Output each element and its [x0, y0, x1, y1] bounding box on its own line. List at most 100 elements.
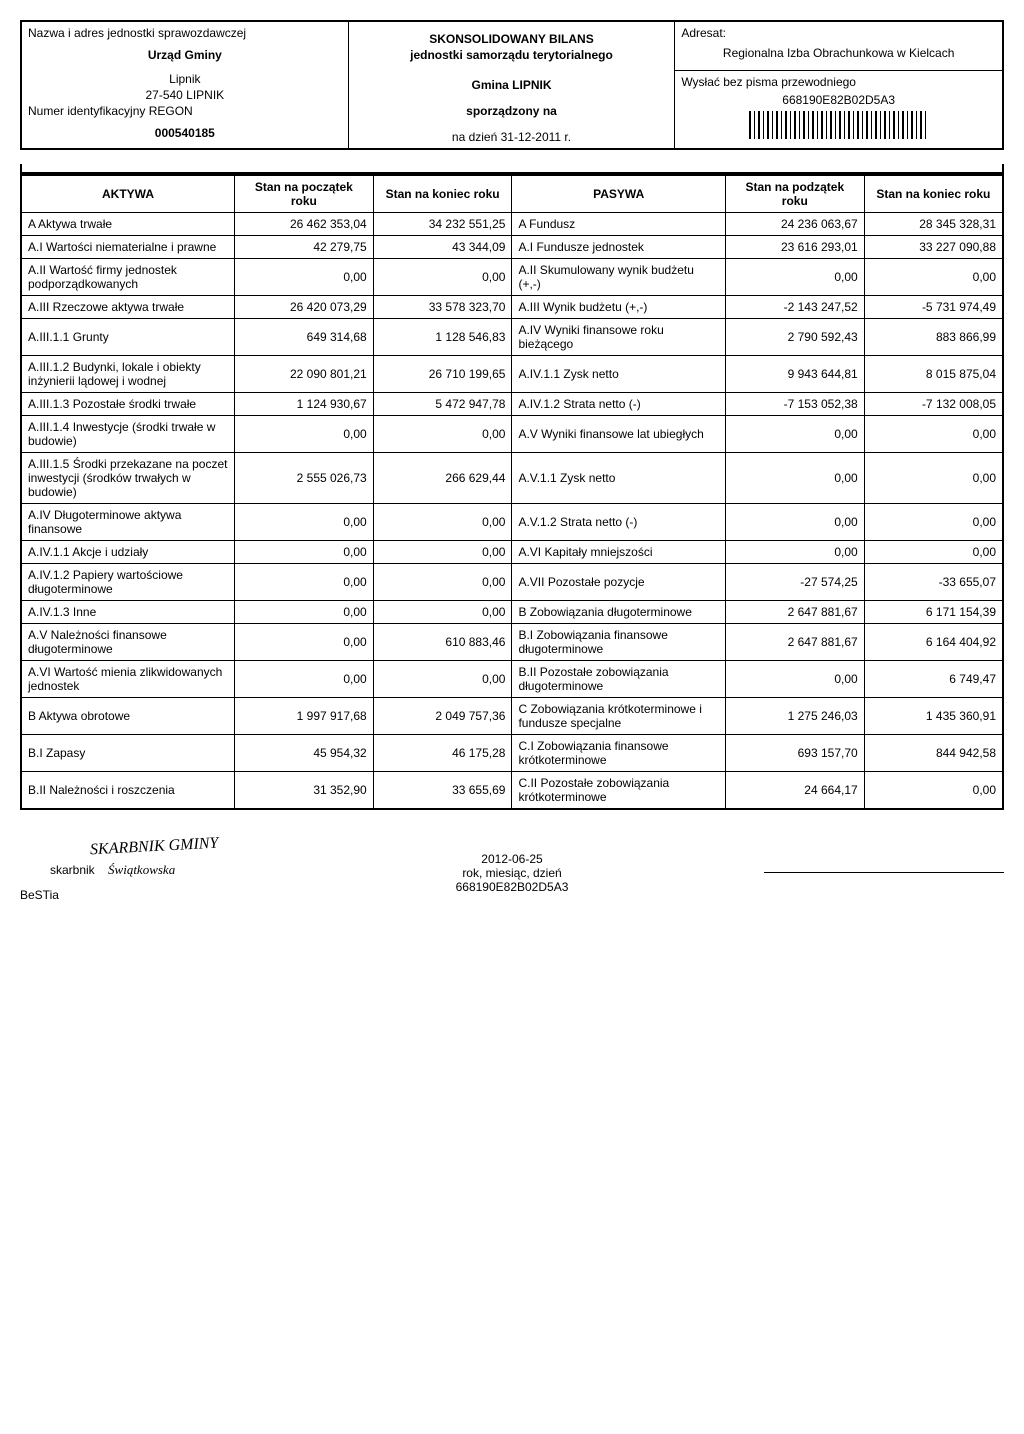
skarbnik-stamp: SKARBNIK GMINY [90, 835, 219, 860]
gmina: Gmina LIPNIK [355, 78, 669, 92]
cell-value: 2 790 592,43 [725, 319, 864, 356]
table-row: A.II Wartość firmy jednostek podporządko… [21, 259, 1003, 296]
cell-value: 0,00 [864, 504, 1003, 541]
cell-pasywa-label: A.I Fundusze jednostek [512, 236, 725, 259]
cell-value: 0,00 [725, 453, 864, 504]
cell-pasywa-label: A.V.1.2 Strata netto (-) [512, 504, 725, 541]
cell-value: 28 345 328,31 [864, 213, 1003, 236]
footer-code: 668190E82B02D5A3 [348, 880, 676, 894]
barcode-icon [749, 111, 929, 139]
cell-aktywa-label: A.IV.1.2 Papiery wartościowe długotermin… [21, 564, 234, 601]
report-header: Nazwa i adres jednostki sprawozdawczej U… [20, 20, 1004, 150]
table-row: B Aktywa obrotowe1 997 917,682 049 757,3… [21, 698, 1003, 735]
table-row: A.VI Wartość mienia zlikwidowanych jedno… [21, 661, 1003, 698]
header-right: Adresat: Regionalna Izba Obrachunkowa w … [675, 22, 1002, 148]
footer-right [676, 838, 1004, 902]
table-row: B.I Zapasy45 954,3246 175,28C.I Zobowiąz… [21, 735, 1003, 772]
footer-date: 2012-06-25 [348, 852, 676, 866]
cell-value: 43 344,09 [373, 236, 512, 259]
cell-value: -33 655,07 [864, 564, 1003, 601]
wyslac-label: Wysłać bez pisma przewodniego [681, 75, 856, 89]
cell-value: 0,00 [373, 564, 512, 601]
cell-value: 33 578 323,70 [373, 296, 512, 319]
signature-line [764, 872, 1004, 873]
cell-value: 610 883,46 [373, 624, 512, 661]
cell-aktywa-label: A.V Należności finansowe długoterminowe [21, 624, 234, 661]
cell-value: 42 279,75 [234, 236, 373, 259]
cell-pasywa-label: C.II Pozostałe zobowiązania krótkotermin… [512, 772, 725, 810]
cell-value: -7 153 052,38 [725, 393, 864, 416]
cell-value: 1 275 246,03 [725, 698, 864, 735]
table-row: A.I Wartości niematerialne i prawne42 27… [21, 236, 1003, 259]
cell-value: 844 942,58 [864, 735, 1003, 772]
table-row: A Aktywa trwałe26 462 353,0434 232 551,2… [21, 213, 1003, 236]
col-aktywa: AKTYWA [21, 175, 234, 213]
cell-pasywa-label: A.IV.1.2 Strata netto (-) [512, 393, 725, 416]
cell-value: 0,00 [373, 504, 512, 541]
sporzadzony: sporządzony na [355, 104, 669, 118]
cell-value: 649 314,68 [234, 319, 373, 356]
cell-value: 0,00 [725, 416, 864, 453]
cell-pasywa-label: A.V.1.1 Zysk netto [512, 453, 725, 504]
separator-bar [20, 164, 1004, 174]
cell-aktywa-label: A.III.1.5 Środki przekazane na poczet in… [21, 453, 234, 504]
col-pasywa: PASYWA [512, 175, 725, 213]
cell-value: 1 435 360,91 [864, 698, 1003, 735]
na-dzien: na dzień 31-12-2011 r. [355, 130, 669, 144]
table-row: B.II Należności i roszczenia31 352,9033 … [21, 772, 1003, 810]
cell-value: 6 164 404,92 [864, 624, 1003, 661]
cell-value: 0,00 [864, 453, 1003, 504]
cell-value: 24 236 063,67 [725, 213, 864, 236]
cell-value: 0,00 [234, 601, 373, 624]
cell-aktywa-label: A.III.1.2 Budynki, lokale i obiekty inży… [21, 356, 234, 393]
cell-value: 693 157,70 [725, 735, 864, 772]
cell-pasywa-label: A.VII Pozostałe pozycje [512, 564, 725, 601]
cell-value: 0,00 [864, 541, 1003, 564]
document-footer: SKARBNIK GMINY skarbnik Świątkowska BeST… [20, 838, 1004, 902]
table-row: A.III.1.1 Grunty649 314,681 128 546,83A.… [21, 319, 1003, 356]
table-row: A.III Rzeczowe aktywa trwałe26 420 073,2… [21, 296, 1003, 319]
regon-value: 000540185 [28, 126, 342, 140]
cell-pasywa-label: B.I Zobowiązania finansowe długoterminow… [512, 624, 725, 661]
cell-value: 0,00 [864, 772, 1003, 810]
cell-value: 26 420 073,29 [234, 296, 373, 319]
cell-value: 23 616 293,01 [725, 236, 864, 259]
col-stan-koniec-2: Stan na koniec roku [864, 175, 1003, 213]
col-stan-poczatek: Stan na początek roku [234, 175, 373, 213]
cell-pasywa-label: C.I Zobowiązania finansowe krótkotermino… [512, 735, 725, 772]
cell-aktywa-label: A Aktywa trwałe [21, 213, 234, 236]
cell-aktywa-label: A.III.1.3 Pozostałe środki trwałe [21, 393, 234, 416]
cell-aktywa-label: B.II Należności i roszczenia [21, 772, 234, 810]
cell-aktywa-label: A.IV.1.1 Akcje i udziały [21, 541, 234, 564]
cell-value: 0,00 [373, 416, 512, 453]
col-stan-koniec: Stan na koniec roku [373, 175, 512, 213]
table-row: A.III.1.2 Budynki, lokale i obiekty inży… [21, 356, 1003, 393]
cell-value: 883 866,99 [864, 319, 1003, 356]
table-row: A.III.1.4 Inwestycje (środki trwałe w bu… [21, 416, 1003, 453]
skarbnik-label: skarbnik [50, 863, 95, 877]
cell-value: 0,00 [234, 504, 373, 541]
footer-date-label: rok, miesiąc, dzień [348, 866, 676, 880]
adresat-value: Regionalna Izba Obrachunkowa w Kielcach [681, 46, 996, 60]
unit-name-label: Nazwa i adres jednostki sprawozdawczej [28, 26, 342, 40]
cell-pasywa-label: A.IV Wyniki finansowe roku bieżącego [512, 319, 725, 356]
adresat-label: Adresat: [681, 26, 996, 40]
table-row: A.III.1.3 Pozostałe środki trwałe1 124 9… [21, 393, 1003, 416]
cell-value: -2 143 247,52 [725, 296, 864, 319]
skarbnik-name: Świątkowska [108, 862, 175, 877]
cell-value: 0,00 [234, 416, 373, 453]
cell-value: 0,00 [864, 416, 1003, 453]
cell-value: 0,00 [234, 661, 373, 698]
cell-value: 26 710 199,65 [373, 356, 512, 393]
cell-value: 0,00 [725, 504, 864, 541]
cell-value: -27 574,25 [725, 564, 864, 601]
cell-aktywa-label: A.I Wartości niematerialne i prawne [21, 236, 234, 259]
cell-value: 1 124 930,67 [234, 393, 373, 416]
cell-value: 45 954,32 [234, 735, 373, 772]
cell-value: 1 128 546,83 [373, 319, 512, 356]
footer-middle: 2012-06-25 rok, miesiąc, dzień 668190E82… [348, 838, 676, 902]
table-row: A.IV.1.1 Akcje i udziały0,000,00A.VI Kap… [21, 541, 1003, 564]
cell-value: 0,00 [234, 564, 373, 601]
cell-value: 0,00 [373, 661, 512, 698]
lipnik: Lipnik [28, 72, 342, 86]
